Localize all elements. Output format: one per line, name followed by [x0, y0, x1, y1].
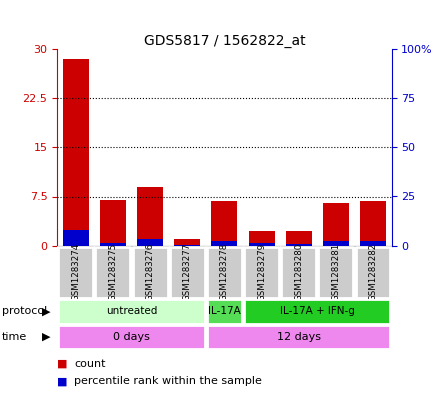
Text: GSM1283277: GSM1283277: [183, 243, 192, 301]
Bar: [207, 325, 390, 349]
Text: IL-17A: IL-17A: [208, 307, 241, 316]
Bar: [323, 241, 349, 246]
Bar: [207, 247, 242, 298]
Text: GSM1283279: GSM1283279: [257, 243, 266, 301]
Bar: [170, 247, 205, 298]
Bar: [211, 201, 238, 246]
Text: untreated: untreated: [106, 307, 157, 316]
Bar: [323, 203, 349, 246]
Bar: [249, 231, 275, 246]
Text: ▶: ▶: [42, 307, 51, 316]
Text: GSM1283274: GSM1283274: [71, 243, 80, 301]
Bar: [286, 231, 312, 246]
Bar: [286, 244, 312, 246]
Title: GDS5817 / 1562822_at: GDS5817 / 1562822_at: [143, 34, 305, 48]
Text: time: time: [2, 332, 27, 342]
Text: GSM1283278: GSM1283278: [220, 243, 229, 301]
Bar: [95, 247, 130, 298]
Bar: [63, 59, 89, 246]
Text: GSM1283275: GSM1283275: [108, 243, 117, 301]
Bar: [356, 247, 390, 298]
Bar: [174, 245, 200, 246]
Bar: [174, 239, 200, 246]
Bar: [59, 247, 93, 298]
Text: ▶: ▶: [42, 332, 51, 342]
Bar: [59, 299, 205, 324]
Bar: [244, 299, 390, 324]
Bar: [319, 247, 353, 298]
Text: ■: ■: [57, 376, 68, 386]
Bar: [137, 187, 163, 246]
Bar: [244, 247, 279, 298]
Text: GSM1283276: GSM1283276: [146, 243, 154, 301]
Bar: [207, 299, 242, 324]
Text: GSM1283282: GSM1283282: [369, 243, 378, 301]
Bar: [132, 247, 168, 298]
Text: GSM1283281: GSM1283281: [331, 243, 341, 301]
Text: IL-17A + IFN-g: IL-17A + IFN-g: [280, 307, 355, 316]
Bar: [360, 201, 386, 246]
Text: count: count: [74, 358, 106, 369]
Bar: [100, 242, 126, 246]
Bar: [63, 230, 89, 246]
Text: ■: ■: [57, 358, 68, 369]
Text: protocol: protocol: [2, 307, 48, 316]
Text: 0 days: 0 days: [113, 332, 150, 342]
Text: GSM1283280: GSM1283280: [294, 243, 303, 301]
Bar: [249, 243, 275, 246]
Bar: [100, 200, 126, 246]
Text: 12 days: 12 days: [277, 332, 321, 342]
Bar: [360, 241, 386, 246]
Bar: [211, 241, 238, 246]
Bar: [281, 247, 316, 298]
Text: percentile rank within the sample: percentile rank within the sample: [74, 376, 262, 386]
Bar: [137, 239, 163, 246]
Bar: [59, 325, 205, 349]
